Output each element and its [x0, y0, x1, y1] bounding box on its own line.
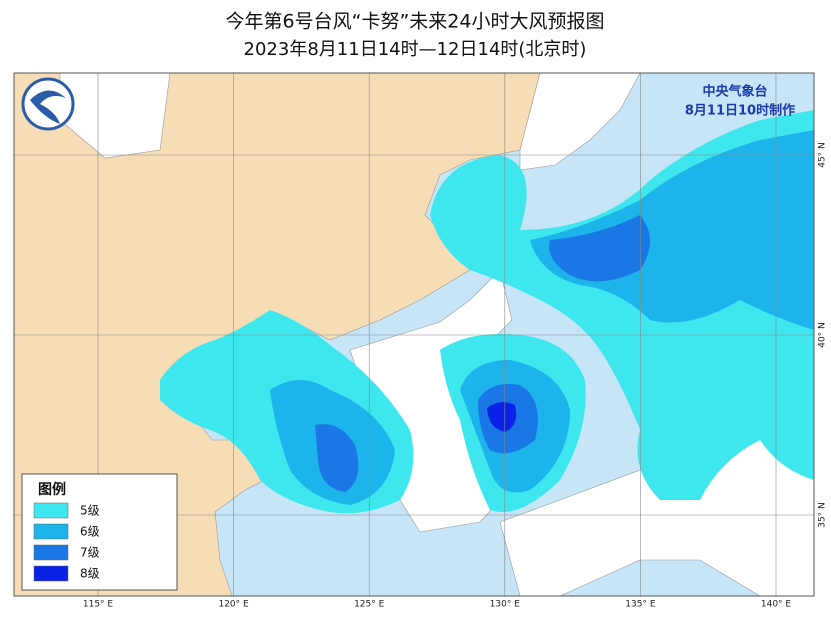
legend-label: 5级: [80, 504, 100, 518]
longitude-label: 130° E: [490, 600, 521, 610]
legend-label: 8级: [80, 567, 100, 581]
issuer-time: 8月11日10时制作: [685, 103, 795, 119]
longitude-label: 140° E: [761, 600, 792, 610]
wind-areas: [160, 110, 814, 514]
legend-title: 图例: [38, 481, 66, 498]
legend-swatch: [33, 523, 69, 540]
longitude-label: 125° E: [354, 600, 385, 610]
issuer-name: 中央气象台: [702, 84, 767, 100]
wind-area: [549, 215, 650, 282]
map-area: [14, 73, 814, 596]
legend: 图例 5级 6级 7级 8级: [21, 473, 178, 591]
subtitle: 2023年8月11日14时—12日14时(北京时): [244, 39, 587, 60]
longitude-label: 135° E: [625, 600, 656, 610]
legend-swatch: [33, 502, 69, 519]
legend-label: 7级: [80, 546, 100, 560]
legend-swatch: [33, 565, 69, 582]
legend-label: 6级: [80, 525, 100, 539]
map-frame: [13, 72, 815, 597]
latitude-label: 35° N: [818, 502, 828, 528]
latitude-label: 40° N: [818, 322, 828, 348]
land-russia: [519, 73, 641, 171]
title: 今年第6号台风“卡努”未来24小时大风预报图: [226, 11, 605, 33]
latitude-label: 45° N: [818, 142, 828, 168]
longitude-label: 120° E: [218, 600, 249, 610]
logo: [21, 77, 75, 131]
wind-area: [487, 402, 517, 432]
wind-area: [315, 424, 359, 492]
legend-swatch: [33, 544, 69, 561]
longitude-label: 115° E: [83, 600, 114, 610]
